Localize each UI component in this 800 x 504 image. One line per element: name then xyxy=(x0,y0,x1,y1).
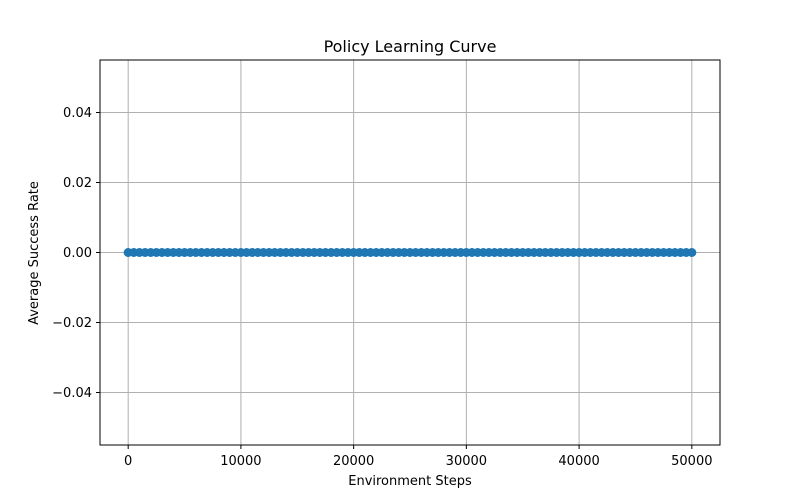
y-tick-label: −0.02 xyxy=(52,316,92,331)
x-tick-label: 10000 xyxy=(220,454,261,469)
y-tick-label: 0.04 xyxy=(63,106,92,121)
x-tick-label: 30000 xyxy=(446,454,487,469)
x-tick-label: 40000 xyxy=(558,454,599,469)
series xyxy=(123,248,697,257)
y-tick-label: 0.00 xyxy=(63,246,92,261)
x-tick-label: 20000 xyxy=(333,454,374,469)
y-axis-label: Average Success Rate xyxy=(27,181,42,325)
x-axis-label: Environment Steps xyxy=(348,474,472,489)
data-point xyxy=(687,248,697,257)
y-axis-ticks: −0.04 −0.02 0.00 0.02 0.04 xyxy=(52,106,100,401)
x-axis-ticks: 0 10000 20000 30000 40000 50000 xyxy=(124,445,712,469)
y-tick-label: 0.02 xyxy=(63,176,92,191)
x-tick-label: 50000 xyxy=(671,454,712,469)
y-tick-label: −0.04 xyxy=(52,386,92,401)
chart-title: Policy Learning Curve xyxy=(324,37,497,56)
x-tick-label: 0 xyxy=(124,454,132,469)
